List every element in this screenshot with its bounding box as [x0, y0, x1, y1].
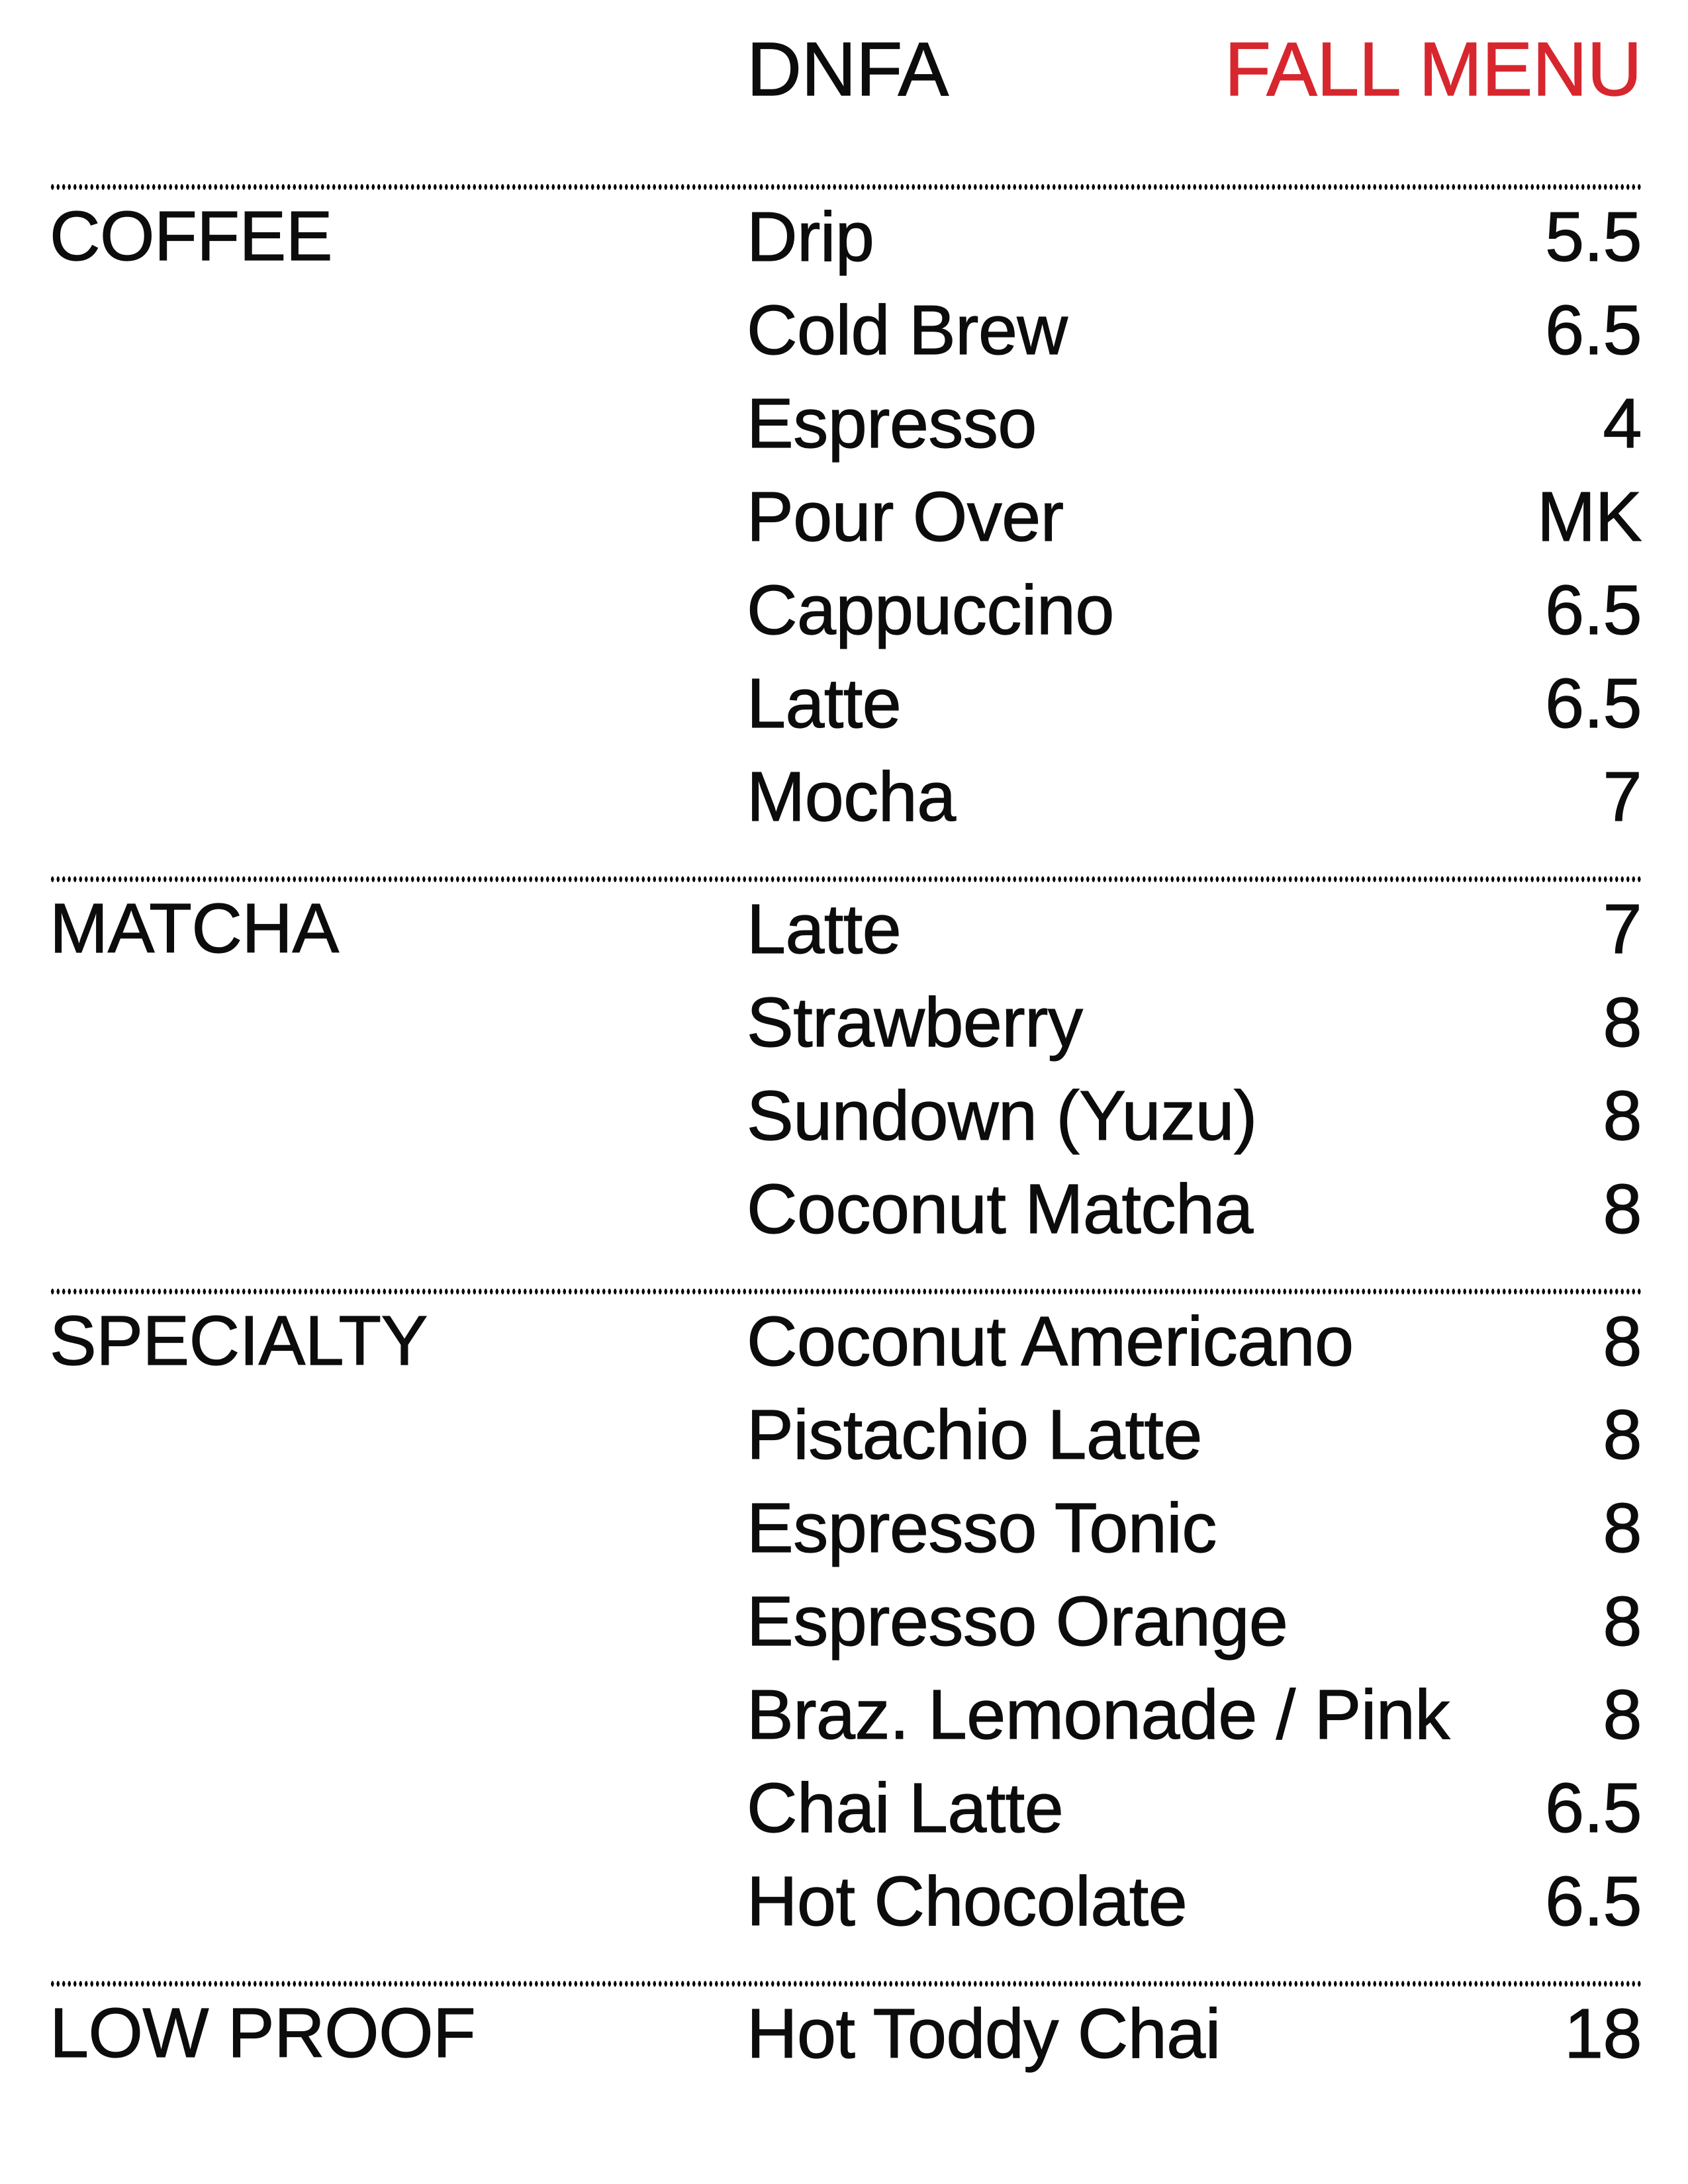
item-name: Cold Brew — [746, 291, 1068, 369]
item-name: Hot Chocolate — [746, 1862, 1188, 1940]
menu-item-row: Braz. Lemonade / Pink 8 — [746, 1668, 1642, 1761]
item-price: 8 — [1603, 1675, 1642, 1754]
section-items: Latte 7 Strawberry 8 Sundown (Yuzu) 8 Co… — [746, 882, 1642, 1255]
item-price: 8 — [1603, 983, 1642, 1062]
item-name: Braz. Lemonade / Pink — [746, 1675, 1450, 1754]
item-price: 8 — [1603, 1488, 1642, 1567]
item-name: Chai Latte — [746, 1768, 1064, 1847]
item-price: 6.5 — [1545, 570, 1643, 649]
item-name: Drip — [746, 197, 874, 276]
item-name: Espresso Tonic — [746, 1488, 1217, 1567]
menu-item-row: Sundown (Yuzu) 8 — [746, 1069, 1642, 1162]
item-name: Coconut Americano — [746, 1302, 1354, 1381]
item-name: Sundown (Yuzu) — [746, 1076, 1258, 1155]
item-name: Latte — [746, 664, 902, 743]
menu-item-row: Pour Over MK — [746, 470, 1642, 563]
item-name: Espresso — [746, 384, 1037, 463]
item-price: 8 — [1603, 1395, 1642, 1474]
menu-item-row: Mocha 7 — [746, 750, 1642, 843]
dotted-divider — [50, 1289, 1642, 1295]
menu-item-row: Cappuccino 6.5 — [746, 563, 1643, 657]
section-label: MATCHA — [49, 889, 339, 968]
menu-item-row: Cold Brew 6.5 — [746, 283, 1643, 377]
menu-section: COFFEE Drip 5.5 Cold Brew 6.5 Espresso 4… — [49, 184, 1643, 843]
menu-item-row: Espresso 4 — [746, 377, 1642, 470]
item-name: Latte — [746, 889, 902, 968]
item-name: Mocha — [746, 757, 956, 836]
section-label: COFFEE — [49, 197, 333, 275]
item-price: 6.5 — [1545, 664, 1643, 743]
dotted-divider — [50, 1981, 1642, 1987]
section-label: SPECIALTY — [49, 1301, 428, 1380]
item-price: 8 — [1603, 1302, 1642, 1381]
menu-header: DNFA FALL MENU — [0, 0, 1688, 108]
item-price: 8 — [1603, 1169, 1642, 1248]
section-items: Drip 5.5 Cold Brew 6.5 Espresso 4 Pour O… — [746, 190, 1643, 843]
menu-item-row: Hot Toddy Chai 18 — [746, 1987, 1642, 2080]
item-name: Pistachio Latte — [746, 1395, 1203, 1474]
section-items: Coconut Americano 8 Pistachio Latte 8 Es… — [746, 1295, 1643, 1948]
dotted-divider — [50, 184, 1642, 190]
brand-name: DNFA — [746, 27, 949, 112]
menu-section: SPECIALTY Coconut Americano 8 Pistachio … — [49, 1289, 1643, 1948]
item-name: Espresso Orange — [746, 1582, 1288, 1661]
menu-item-row: Hot Chocolate 6.5 — [746, 1854, 1643, 1948]
item-price: 8 — [1603, 1076, 1642, 1155]
item-price: 7 — [1603, 757, 1642, 836]
item-name: Coconut Matcha — [746, 1169, 1254, 1248]
menu-item-row: Chai Latte 6.5 — [746, 1761, 1643, 1854]
item-price: 5.5 — [1545, 197, 1643, 276]
item-price: 8 — [1603, 1582, 1642, 1661]
menu-item-row: Drip 5.5 — [746, 190, 1643, 283]
item-name: Hot Toddy Chai — [746, 1994, 1221, 2073]
menu-item-row: Latte 6.5 — [746, 657, 1643, 750]
item-price: 6.5 — [1545, 1768, 1643, 1847]
item-price: 6.5 — [1545, 291, 1643, 369]
section-items: Hot Toddy Chai 18 — [746, 1987, 1642, 2080]
menu-item-row: Coconut Matcha 8 — [746, 1162, 1642, 1255]
menu-item-row: Espresso Tonic 8 — [746, 1481, 1642, 1574]
item-name: Pour Over — [746, 477, 1064, 556]
item-price: MK — [1536, 477, 1642, 556]
menu-item-row: Strawberry 8 — [746, 976, 1642, 1069]
item-price: 7 — [1603, 889, 1642, 968]
menu-item-row: Coconut Americano 8 — [746, 1295, 1642, 1388]
item-price: 18 — [1564, 1994, 1642, 2073]
menu-title: FALL MENU — [1224, 27, 1642, 112]
item-price: 6.5 — [1545, 1862, 1643, 1940]
menu-section: LOW PROOF Hot Toddy Chai 18 — [49, 1981, 1642, 2080]
menu-section: MATCHA Latte 7 Strawberry 8 Sundown (Yuz… — [49, 876, 1642, 1255]
item-name: Cappuccino — [746, 570, 1115, 649]
dotted-divider — [50, 876, 1642, 882]
section-label: LOW PROOF — [49, 1993, 476, 2072]
menu-sections: COFFEE Drip 5.5 Cold Brew 6.5 Espresso 4… — [0, 184, 1688, 2080]
menu-item-row: Pistachio Latte 8 — [746, 1388, 1642, 1481]
menu-item-row: Espresso Orange 8 — [746, 1574, 1642, 1668]
item-name: Strawberry — [746, 983, 1083, 1062]
menu-item-row: Latte 7 — [746, 882, 1642, 976]
item-price: 4 — [1603, 384, 1642, 463]
